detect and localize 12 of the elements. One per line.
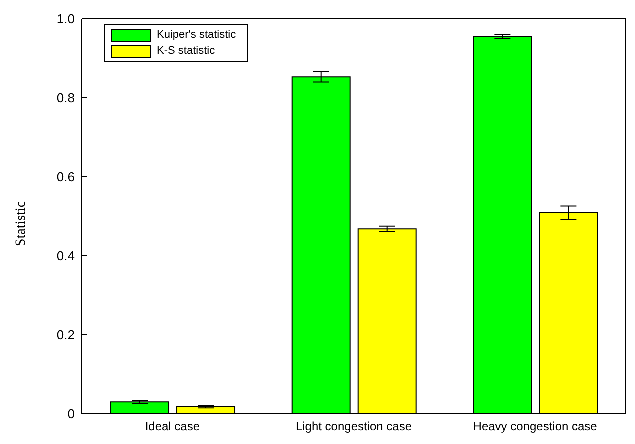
- y-tick-label: 0.6: [56, 170, 75, 185]
- legend-label: K-S statistic: [157, 44, 216, 59]
- x-tick-label: Ideal case: [145, 420, 200, 434]
- y-tick-label: 1.0: [56, 12, 75, 27]
- x-tick-label: Light congestion case: [296, 420, 412, 434]
- y-tick-label: 0.4: [56, 248, 75, 264]
- y-tick-label: 0.2: [56, 328, 75, 343]
- y-tick-label: 0: [68, 406, 75, 422]
- y-tick-label: 0.8: [56, 90, 75, 106]
- x-tick-label: Heavy congestion case: [473, 420, 598, 434]
- legend-label: Kuiper's statistic: [157, 28, 236, 43]
- y-axis-title: Statistic: [14, 201, 29, 246]
